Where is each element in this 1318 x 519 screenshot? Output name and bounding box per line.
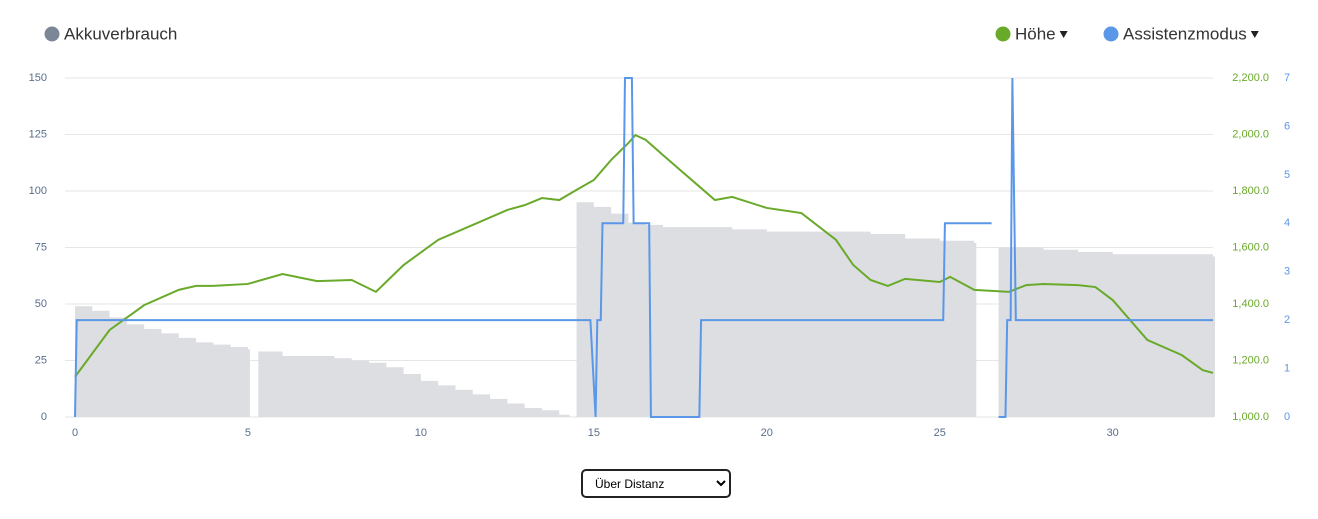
y-tick-label: 0 [41, 411, 47, 423]
x-mode-select[interactable]: Über Distanz [581, 469, 731, 498]
y-tick-label: 25 [35, 354, 47, 366]
x-tick-label: 15 [588, 427, 600, 439]
y3-tick-label: 5 [1284, 169, 1290, 181]
y-tick-label: 125 [29, 128, 47, 140]
y2-tick-label: 2,000.0 [1232, 128, 1269, 140]
line [998, 77, 1213, 418]
legend-marker [995, 26, 1011, 42]
legend-dropdown-icon [1059, 31, 1068, 38]
y-tick-label: 75 [35, 241, 47, 253]
area [998, 247, 1215, 417]
y3-tick-label: 1 [1284, 362, 1290, 374]
y-tick-label: 150 [29, 72, 47, 84]
y3-tick-label: 4 [1284, 217, 1290, 229]
line [74, 77, 992, 418]
x-tick-label: 20 [761, 427, 773, 439]
x-tick-label: 30 [1107, 427, 1119, 439]
y2-tick-label: 1,000.0 [1232, 411, 1269, 423]
area [75, 306, 250, 417]
x-tick-label: 25 [934, 427, 946, 439]
legend-marker [44, 26, 60, 42]
y3-tick-label: 6 [1284, 120, 1290, 132]
y2-tick-label: 1,800.0 [1232, 185, 1269, 197]
y2-tick-label: 1,400.0 [1232, 298, 1269, 310]
y3-tick-label: 3 [1284, 266, 1290, 278]
legend-dropdown-icon [1250, 31, 1259, 38]
y2-tick-label: 2,200.0 [1232, 72, 1269, 84]
legend-label: Akkuverbrauch [64, 24, 177, 43]
x-tick-label: 0 [72, 427, 78, 439]
area [258, 202, 977, 417]
y2-tick-label: 1,600.0 [1232, 241, 1269, 253]
y-tick-label: 50 [35, 298, 47, 310]
x-tick-label: 10 [415, 427, 427, 439]
x-tick-label: 5 [245, 427, 251, 439]
chart: 02550751001251501,000.01,200.01,400.01,6… [29, 24, 1290, 439]
y3-tick-label: 2 [1284, 314, 1290, 326]
y-tick-label: 100 [29, 185, 47, 197]
y2-tick-label: 1,200.0 [1232, 354, 1269, 366]
y3-tick-label: 7 [1284, 72, 1290, 84]
y3-tick-label: 0 [1284, 411, 1290, 423]
line [74, 133, 1214, 378]
legend-label: Höhe [1015, 24, 1056, 43]
legend-label: Assistenzmodus [1123, 24, 1247, 43]
legend-marker [1103, 26, 1119, 42]
